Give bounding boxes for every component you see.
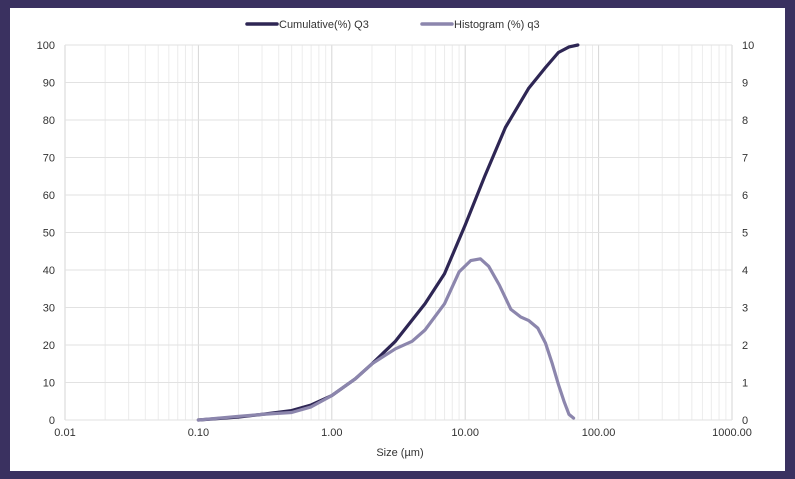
y2-tick-label: 3 xyxy=(742,303,748,315)
chart-frame: 0 10 20 30 40 50 60 70 80 90 100 0 1 2 3 4 5 6 7 8 9 10 0.01 0.… xyxy=(10,8,785,471)
y2-tick-label: 10 xyxy=(742,40,754,52)
grid-lines xyxy=(64,44,733,421)
y-tick-label: 10 xyxy=(43,378,55,390)
y-tick-label: 40 xyxy=(43,265,55,277)
x-tick-label: 0.01 xyxy=(54,427,75,439)
y-tick-label: 50 xyxy=(43,228,55,240)
y2-tick-label: 8 xyxy=(742,115,748,127)
y2-tick-label: 9 xyxy=(742,78,748,90)
y2-tick-label: 6 xyxy=(742,190,748,202)
y-tick-label: 90 xyxy=(43,78,55,90)
y-tick-label: 80 xyxy=(43,115,55,127)
y-tick-label: 30 xyxy=(43,303,55,315)
histogram-series-line xyxy=(196,257,576,422)
legend-label: Cumulative(%) Q3 xyxy=(279,19,369,31)
x-tick-label: 1.00 xyxy=(321,427,342,439)
x-axis-title: Size (µm) xyxy=(376,447,423,459)
y-tick-label: 20 xyxy=(43,340,55,352)
series-lines xyxy=(196,43,580,422)
x-tick-label: 1000.00 xyxy=(712,427,752,439)
legend: Cumulative(%) Q3 Histogram (%) q3 xyxy=(245,19,540,31)
y2-tick-label: 7 xyxy=(742,153,748,165)
x-tick-label: 0.10 xyxy=(188,427,209,439)
y2-tick-label: 2 xyxy=(742,340,748,352)
axes: 0 10 20 30 40 50 60 70 80 90 100 0 1 2 3 4 5 6 7 8 9 10 0.01 0.… xyxy=(37,40,755,439)
x-tick-label: 100.00 xyxy=(582,427,616,439)
y-tick-label: 100 xyxy=(37,40,55,52)
y-tick-label: 70 xyxy=(43,153,55,165)
y2-tick-label: 1 xyxy=(742,378,748,390)
y2-tick-label: 4 xyxy=(742,265,748,277)
y-tick-label: 60 xyxy=(43,190,55,202)
y-tick-label: 0 xyxy=(49,415,55,427)
y2-tick-label: 5 xyxy=(742,228,748,240)
legend-label: Histogram (%) q3 xyxy=(454,19,540,31)
x-tick-label: 10.00 xyxy=(451,427,479,439)
particle-size-chart: 0 10 20 30 40 50 60 70 80 90 100 0 1 2 3 4 5 6 7 8 9 10 0.01 0.… xyxy=(37,19,755,459)
cumulative-series-line xyxy=(196,43,580,422)
y2-tick-label: 0 xyxy=(742,415,748,427)
